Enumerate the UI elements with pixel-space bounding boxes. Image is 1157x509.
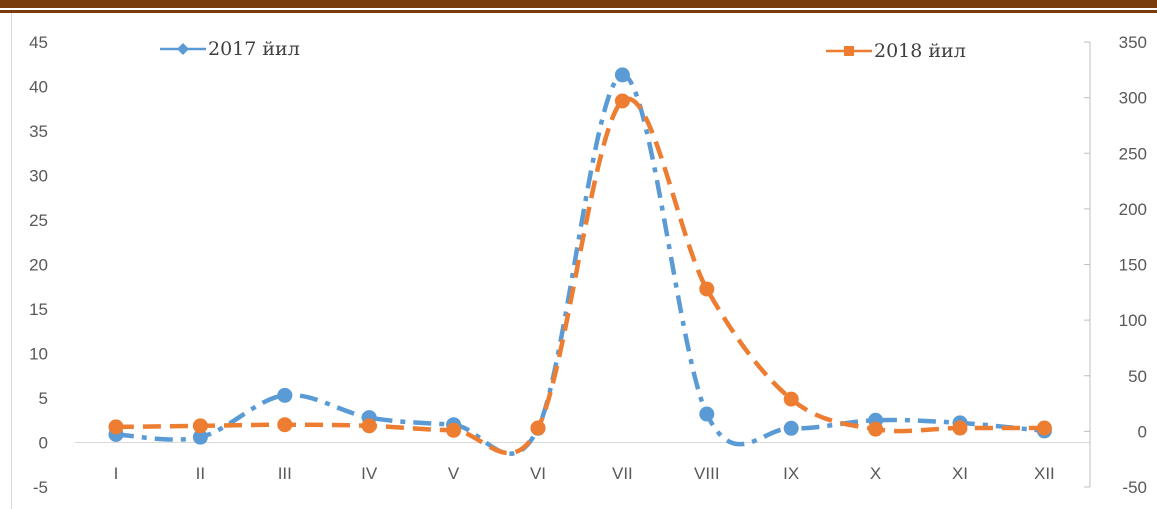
- x-axis-tick-label: VI: [530, 464, 546, 483]
- x-axis-tick-label: VIII: [694, 464, 720, 483]
- series-0-point: [615, 67, 630, 82]
- series-1-point: [868, 422, 883, 437]
- series-1-point: [699, 281, 714, 296]
- series-1-point: [615, 93, 630, 108]
- right-axis-tick-label: 300: [1119, 89, 1147, 108]
- legend-marker-diamond: [177, 43, 189, 55]
- x-axis-ticks: I II III IV V VI VII VIII IX X XI XII: [114, 464, 1055, 483]
- left-axis-tick-label: 20: [29, 256, 48, 275]
- left-axis-tick-label: 35: [29, 122, 48, 141]
- left-axis-tick-label: 0: [39, 434, 48, 453]
- left-axis-tick-label: 40: [29, 78, 48, 97]
- legend-label-0: 2017 йил: [208, 38, 300, 60]
- axes-group: [75, 42, 1090, 487]
- series-0-point: [784, 421, 799, 436]
- right-axis-tick-label: 50: [1128, 367, 1147, 386]
- right-axis-tick-label: -50: [1122, 478, 1147, 497]
- left-axis-tick-label: 10: [29, 345, 48, 364]
- x-axis-tick-label: VII: [612, 464, 633, 483]
- left-axis-tick-label: -5: [33, 478, 48, 497]
- series-line-1: [116, 99, 1044, 453]
- series-1-point: [277, 417, 292, 432]
- x-axis-tick-label: XI: [952, 464, 968, 483]
- left-axis-tick-label: 45: [29, 33, 48, 52]
- x-axis-tick-label: XII: [1034, 464, 1055, 483]
- x-axis-tick-label: V: [448, 464, 460, 483]
- x-axis-tick-label: II: [196, 464, 205, 483]
- series-1-point: [446, 423, 461, 438]
- right-axis-tick-label: 250: [1119, 144, 1147, 163]
- left-axis-ticks: 45 40 35 30 25 20 15 10 5 0 -5: [29, 33, 48, 497]
- left-axis-tick-label: 30: [29, 167, 48, 186]
- left-axis-tick-label: 5: [39, 389, 48, 408]
- left-axis-tick-label: 25: [29, 211, 48, 230]
- right-axis-tick-label: 100: [1119, 311, 1147, 330]
- series-1-point: [193, 418, 208, 433]
- x-axis-tick-label: I: [114, 464, 119, 483]
- right-axis-tick-label: 350: [1119, 33, 1147, 52]
- x-axis-tick-label: III: [278, 464, 292, 483]
- legend-marker-square: [844, 46, 854, 56]
- series-1-point: [1037, 421, 1052, 436]
- x-axis-tick-label: IX: [783, 464, 799, 483]
- x-axis-tick-label: IV: [361, 464, 378, 483]
- series-group: [109, 67, 1052, 453]
- series-1-point: [531, 421, 546, 436]
- series-1-point: [109, 419, 124, 434]
- right-axis-tick-label: 150: [1119, 256, 1147, 275]
- right-axis-tick-label: 200: [1119, 200, 1147, 219]
- series-1-point: [953, 421, 968, 436]
- right-axis-ticks: 350 300 250 200 150 100 50 0 -50: [1119, 33, 1147, 497]
- series-0-point: [277, 388, 292, 403]
- series-0-point: [699, 407, 714, 422]
- x-axis-tick-label: X: [870, 464, 881, 483]
- legend: 2017 йил 2018 йил: [160, 38, 966, 62]
- series-1-point: [362, 418, 377, 433]
- left-axis-tick-label: 15: [29, 300, 48, 319]
- series-1-point: [784, 392, 799, 407]
- legend-label-1: 2018 йил: [874, 40, 966, 62]
- right-axis-tick-label: 0: [1138, 422, 1147, 441]
